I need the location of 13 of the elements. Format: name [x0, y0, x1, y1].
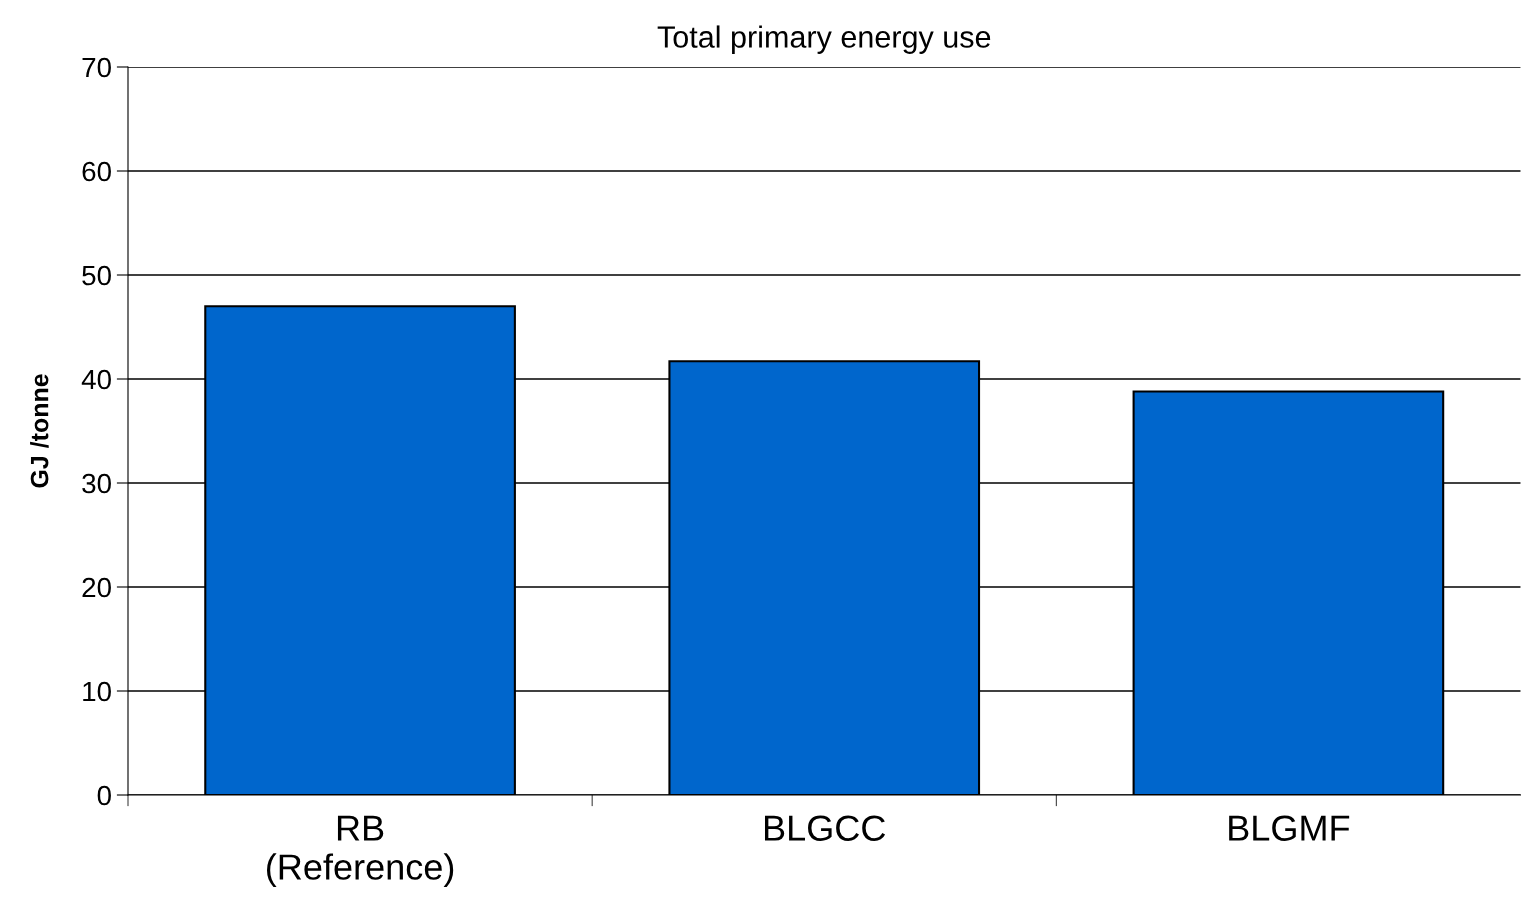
x-tick-label: BLGMF: [1229, 815, 1350, 841]
y-tick-label: 70: [82, 57, 111, 78]
y-tick-label: 10: [83, 681, 111, 702]
y-tick-label: 20: [82, 577, 111, 598]
y-tick-label: 40: [81, 369, 111, 390]
y-tick-label: 50: [82, 265, 111, 286]
y-tick-label: 60: [82, 161, 111, 182]
y-tick-label: 0: [97, 785, 111, 806]
chart-title: Total primary energy use: [657, 25, 991, 54]
y-tick-label: 30: [82, 473, 111, 494]
x-tick-label: RB (Reference): [267, 815, 454, 887]
y-axis-title: GJ /tonne: [30, 374, 49, 488]
x-tick-label: BLGCC: [764, 815, 886, 841]
